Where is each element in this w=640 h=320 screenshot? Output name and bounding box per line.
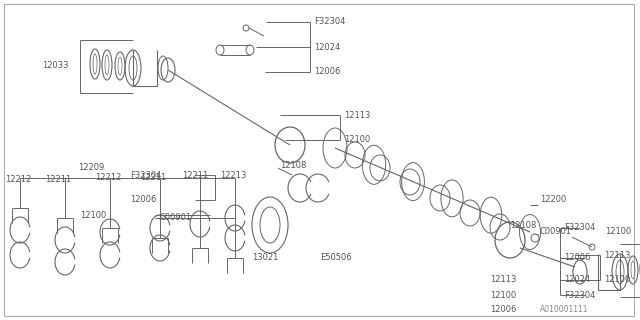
Text: 12006: 12006: [314, 68, 340, 76]
Text: 13021: 13021: [252, 253, 278, 262]
Text: 12212: 12212: [95, 173, 121, 182]
Text: 12211: 12211: [140, 172, 166, 181]
Text: F32304: F32304: [314, 18, 346, 27]
Text: 12113: 12113: [344, 110, 371, 119]
Text: 12006: 12006: [490, 306, 516, 315]
Text: F32304: F32304: [130, 171, 161, 180]
Text: 12100: 12100: [604, 276, 630, 284]
Text: 12006: 12006: [130, 196, 156, 204]
Text: 12006: 12006: [564, 253, 590, 262]
Text: 12209: 12209: [78, 164, 104, 172]
Text: 12211: 12211: [45, 174, 71, 183]
Text: 12108: 12108: [280, 161, 307, 170]
Text: 12113: 12113: [490, 276, 516, 284]
Text: 12212: 12212: [5, 175, 31, 185]
Text: 12113: 12113: [604, 251, 630, 260]
Text: C00901: C00901: [160, 213, 192, 222]
Text: 12024: 12024: [314, 43, 340, 52]
Text: 12213: 12213: [220, 171, 246, 180]
Text: 12100: 12100: [344, 135, 371, 145]
Text: 12100: 12100: [490, 291, 516, 300]
Text: 12100: 12100: [605, 228, 631, 236]
Text: F32304: F32304: [564, 223, 595, 233]
Text: E50506: E50506: [320, 253, 351, 262]
Text: F32304: F32304: [564, 291, 595, 300]
Text: 12024: 12024: [564, 276, 590, 284]
Text: C00901: C00901: [540, 228, 572, 236]
Text: 12033: 12033: [42, 61, 68, 70]
Text: 12200: 12200: [540, 196, 566, 204]
Text: 12100: 12100: [80, 211, 106, 220]
Text: 12108: 12108: [510, 220, 536, 229]
Text: 12211: 12211: [182, 172, 208, 180]
Text: A010001111: A010001111: [540, 306, 589, 315]
